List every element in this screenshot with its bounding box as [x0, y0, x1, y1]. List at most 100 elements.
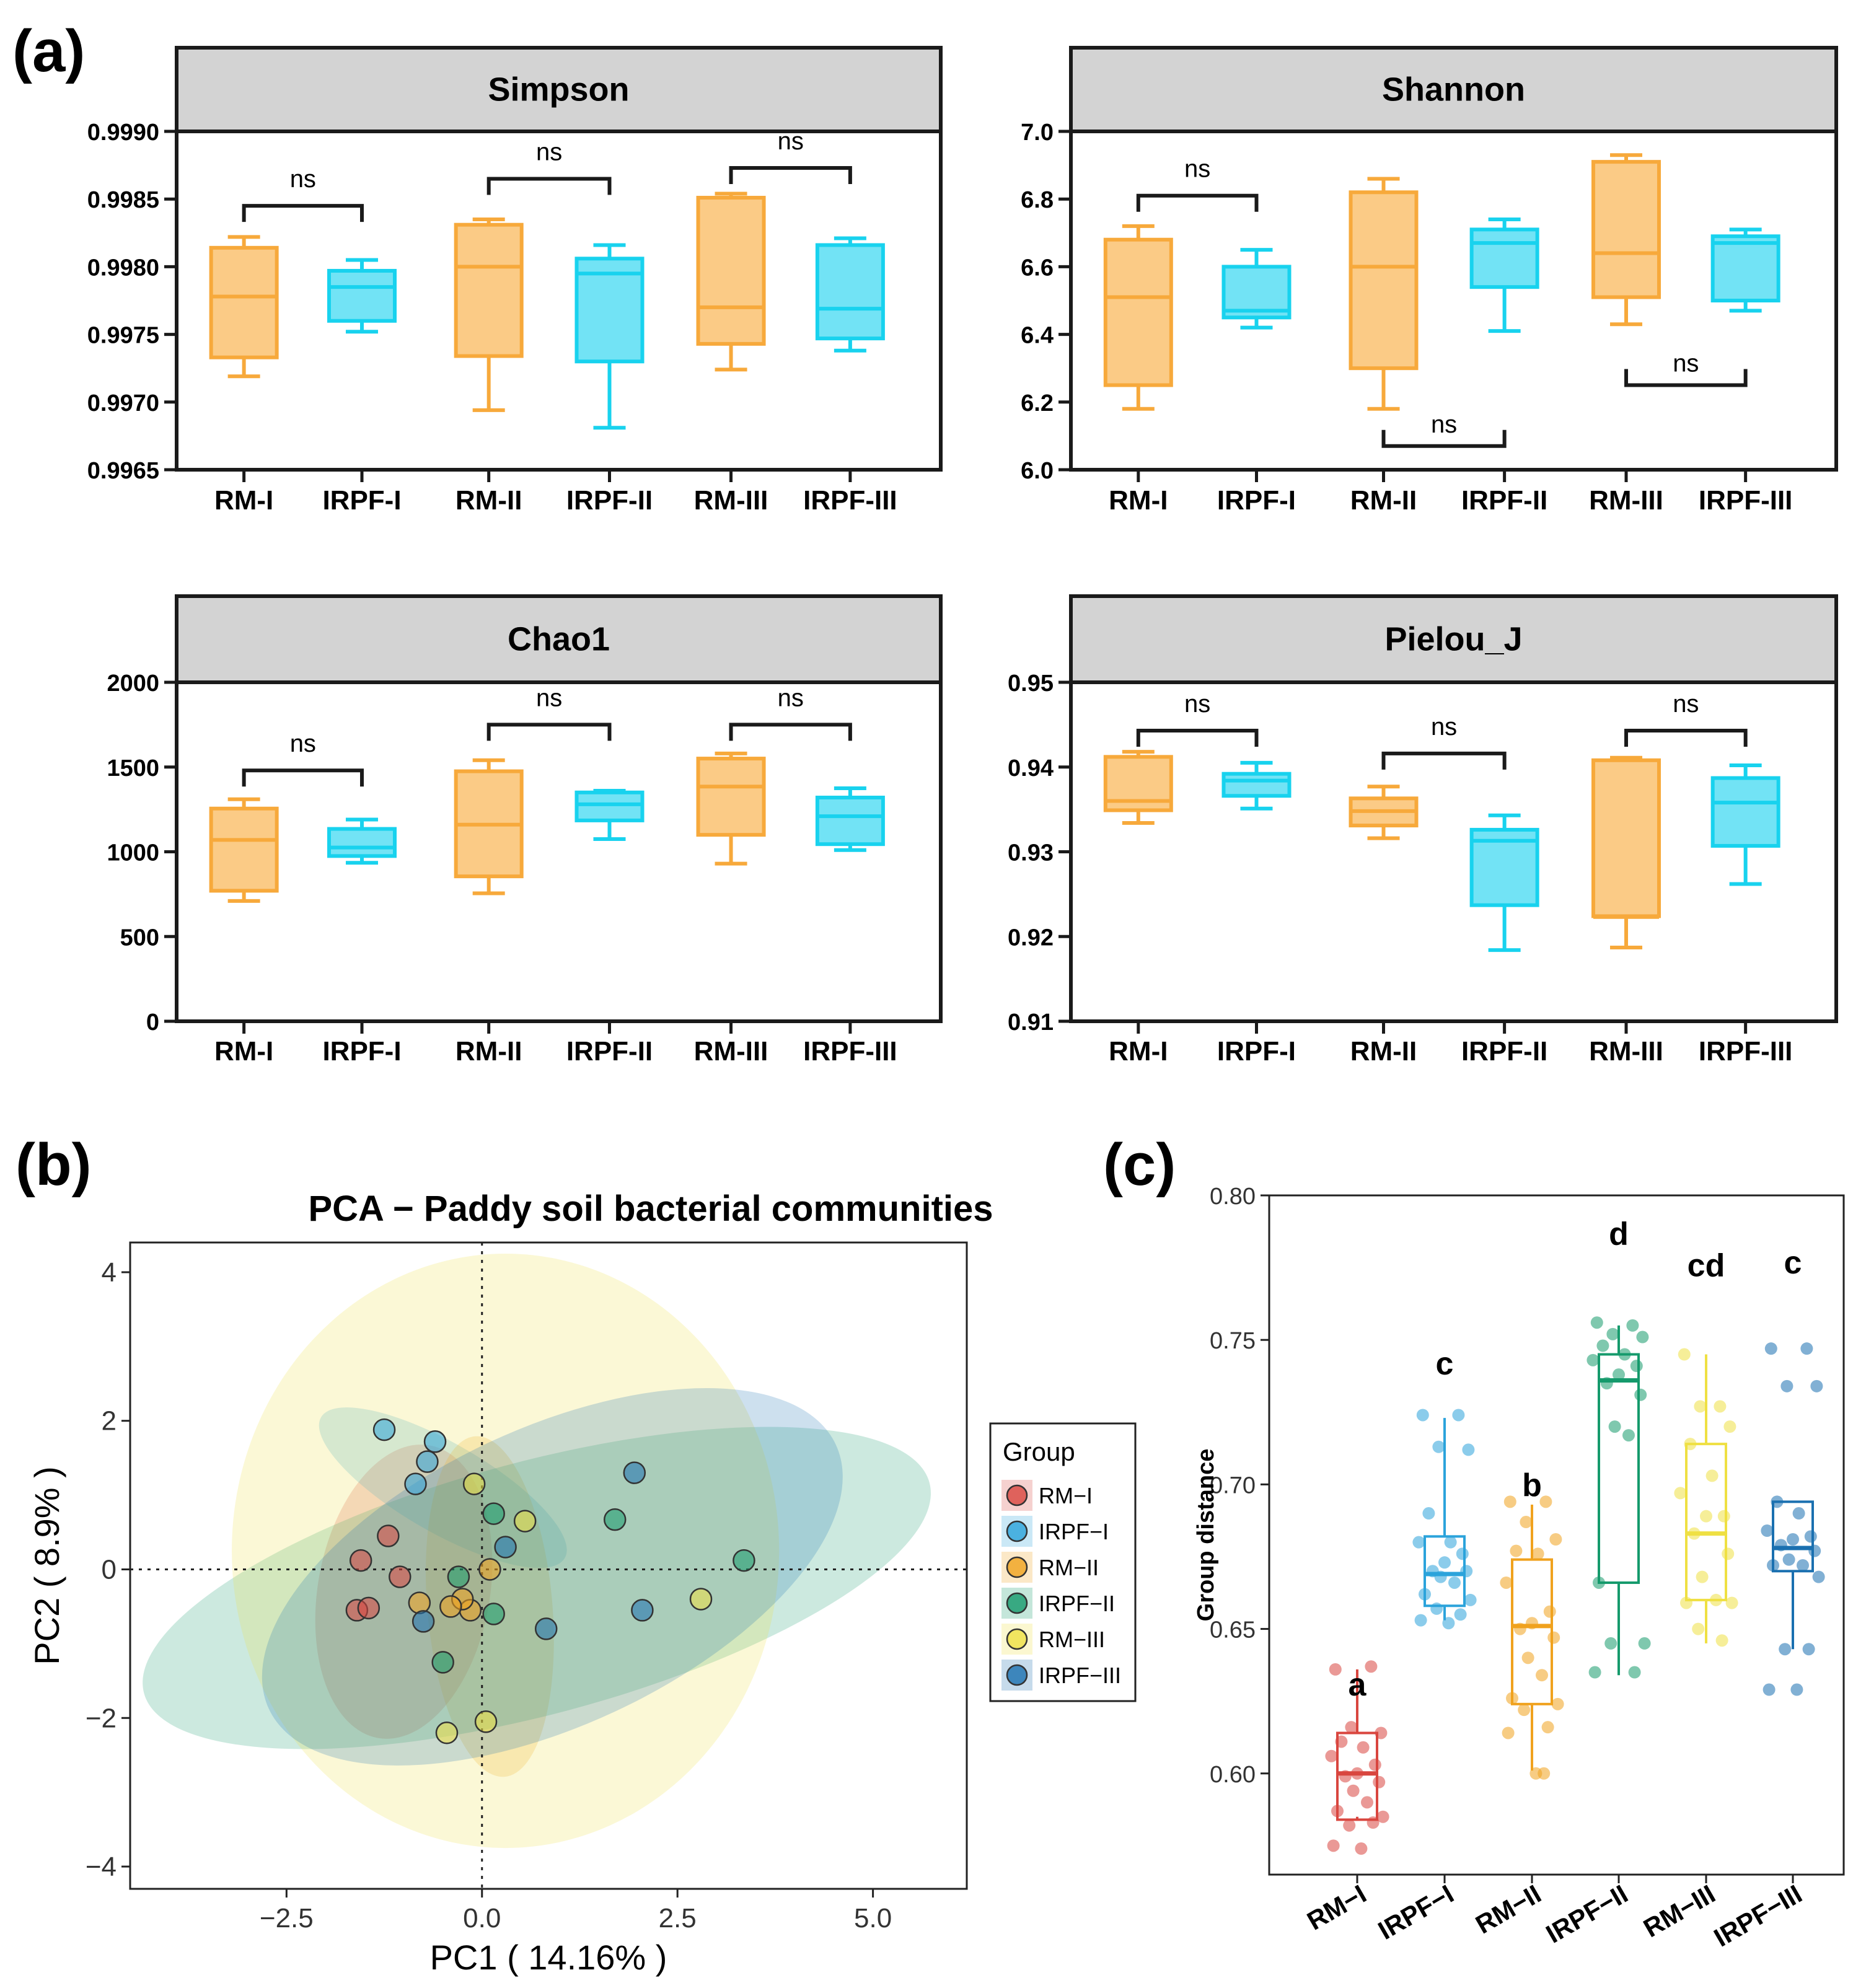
distance-point-irpf-ii: [1588, 1666, 1601, 1679]
pca-point-irpf-iii: [534, 1617, 558, 1640]
chao1-significance-bracket: ns: [486, 684, 612, 741]
shannon-iqr-box: [1469, 227, 1539, 289]
pielou-j-box-rm-ii: [1349, 785, 1419, 840]
distance-significance-letter: c: [1784, 1245, 1802, 1281]
shannon-bracket-line: [1136, 193, 1259, 212]
shannon-box-irpf-ii: [1469, 217, 1539, 333]
chao1-ytick-label: 1500: [107, 755, 159, 781]
distance-point-rm-iii: [1714, 1400, 1727, 1413]
distance-iqr-box: [1772, 1500, 1814, 1573]
shannon-ytick-label: 6.6: [1021, 255, 1054, 281]
distance-point-rm-i: [1361, 1796, 1373, 1809]
chao1-significance-label: ns: [290, 730, 316, 757]
simpson-box-rm-ii: [454, 217, 524, 412]
distance-point-rm-i: [1368, 1758, 1381, 1771]
simpson-ytick-label: 0.9970: [87, 390, 159, 416]
distance-point-irpf-i: [1454, 1608, 1467, 1621]
distance-point-irpf-i: [1416, 1409, 1429, 1422]
simpson-xtick-label: RM-III: [694, 485, 768, 516]
distance-point-irpf-iii: [1764, 1342, 1777, 1355]
pca-legend-marker: [1006, 1520, 1028, 1542]
simpson-significance-bracket: ns: [729, 128, 852, 184]
distance-point-irpf-iii: [1782, 1553, 1795, 1566]
chao1-iqr-box: [327, 827, 397, 858]
pielou-j-box-irpf-i: [1221, 760, 1292, 811]
chao1-xtick-label: RM-III: [694, 1036, 768, 1067]
distance-box-irpf-ii: [1598, 1325, 1640, 1676]
distance-iqr-box: [1511, 1558, 1553, 1705]
simpson-title-strip: [175, 46, 943, 133]
distance-point-irpf-iii: [1812, 1570, 1825, 1583]
distance-point-irpf-ii: [1636, 1330, 1649, 1344]
confidence-ellipse-irpf-i: [319, 1407, 567, 1568]
distance-point-rm-ii: [1500, 1576, 1513, 1589]
pielou-j-box-irpf-ii: [1469, 813, 1539, 952]
pca-point-irpf-ii: [431, 1651, 454, 1674]
distance-point-rm-i: [1325, 1749, 1338, 1762]
pca-point-rm-iii: [689, 1588, 713, 1611]
simpson-iqr-box: [209, 245, 279, 359]
distance-y-axis-label: Group distance: [1193, 1449, 1219, 1622]
pielou-j-ytick-label: 0.92: [1008, 925, 1054, 951]
shannon-significance-label: ns: [1431, 411, 1457, 438]
pca-point-rm-ii: [408, 1591, 431, 1614]
shannon-ytick-label: 6.2: [1021, 390, 1054, 416]
pca-point-rm-i: [357, 1596, 381, 1620]
pielou-j-title: Pielou_J: [1384, 621, 1522, 658]
pielou-j-xtick-label: RM-III: [1589, 1036, 1663, 1067]
shannon-plot-frame: [1069, 130, 1838, 472]
pca-ytick-label: 2: [102, 1406, 117, 1436]
chao1-bracket-line: [486, 723, 612, 741]
pca-legend-label-irpf-ii: IRPF−II: [1039, 1591, 1115, 1616]
distance-point-rm-ii: [1520, 1516, 1533, 1529]
distance-point-irpf-ii: [1626, 1319, 1639, 1332]
pca-point-rm-iii: [474, 1710, 498, 1733]
distance-point-rm-i: [1355, 1842, 1368, 1855]
distance-box-rm-ii: [1511, 1505, 1553, 1771]
distance-point-irpf-i: [1430, 1602, 1443, 1615]
simpson-ytick-label: 0.9990: [87, 120, 159, 146]
confidence-ellipse-irpf-iii: [262, 1388, 843, 1766]
pca-point-irpf-ii: [482, 1502, 505, 1525]
shannon-significance-bracket: ns: [1136, 156, 1259, 212]
simpson-xtick-label: IRPF-II: [566, 485, 653, 516]
chao1-box-irpf-i: [327, 817, 397, 865]
shannon-significance-bracket: ns: [1381, 411, 1507, 448]
shannon-significance-bracket: ns: [1624, 350, 1748, 387]
pielou-j-significance-label: ns: [1184, 690, 1210, 718]
distance-point-irpf-i: [1452, 1409, 1465, 1422]
pielou-j-box-rm-iii: [1591, 755, 1661, 950]
chao1-significance-bracket: ns: [729, 684, 852, 741]
pca-legend: Group RM−I IRPF−I RM−II IRPF−II RM−III IRPF−II…: [989, 1422, 1137, 1702]
pca-point-irpf-i: [404, 1472, 427, 1495]
distance-point-irpf-ii: [1630, 1360, 1643, 1373]
pielou-j-iqr-box: [1591, 758, 1661, 918]
pca-point-rm-i: [349, 1549, 372, 1572]
distance-point-rm-iii: [1722, 1547, 1735, 1560]
distance-ytick-label: 0.65: [1210, 1617, 1256, 1643]
shannon-iqr-box: [1349, 190, 1419, 371]
simpson-xtick-label: RM-I: [214, 485, 273, 516]
simpson-significance-label: ns: [536, 138, 562, 165]
distance-point-rm-i: [1357, 1741, 1370, 1754]
shannon-xtick-label: RM-III: [1589, 485, 1663, 516]
pielou-j-significance-bracket: ns: [1624, 690, 1748, 747]
simpson-xtick-label: RM-II: [455, 485, 522, 516]
simpson-box-irpf-i: [327, 258, 397, 334]
distance-point-irpf-i: [1464, 1593, 1477, 1606]
pielou-j-xtick-label: IRPF-II: [1461, 1036, 1547, 1067]
chao1-box-rm-ii: [454, 758, 524, 895]
distance-point-irpf-ii: [1608, 1420, 1621, 1433]
pca-panel: PCA − Paddy soil bacterial communities −2…: [27, 1189, 1137, 1977]
pca-point-rm-i: [377, 1524, 400, 1547]
chao1-bracket-line: [242, 768, 364, 787]
shannon-iqr-box: [1103, 237, 1173, 387]
distance-point-rm-iii: [1678, 1348, 1691, 1361]
chao1-significance-bracket: ns: [242, 730, 364, 787]
distance-point-rm-iii: [1723, 1420, 1736, 1433]
distance-box-irpf-iii: [1772, 1500, 1814, 1650]
distance-iqr-box: [1424, 1535, 1466, 1608]
pielou-j-bracket-line: [1624, 728, 1748, 747]
chao1-bracket-line: [729, 723, 852, 741]
distance-point-irpf-iii: [1804, 1530, 1817, 1543]
